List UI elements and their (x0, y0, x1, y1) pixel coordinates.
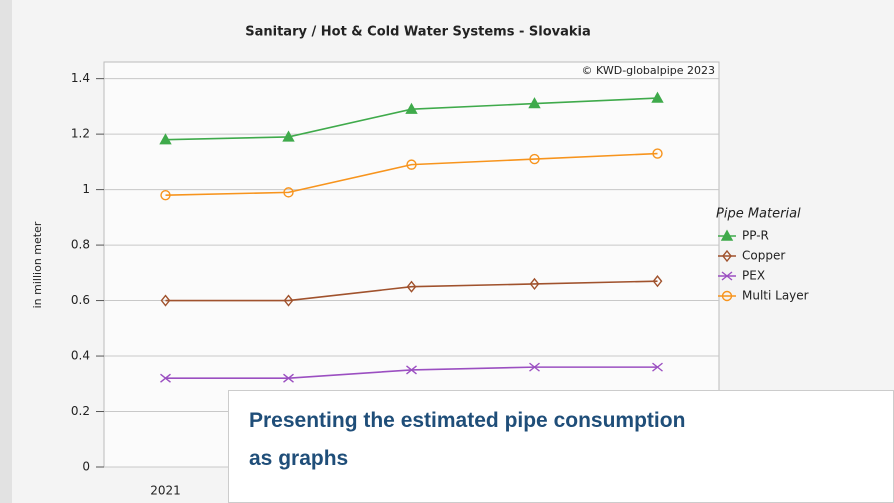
y-tick-label: 1 (82, 182, 90, 196)
y-tick-label: 0.4 (71, 349, 90, 363)
data-point (160, 373, 171, 383)
data-point (160, 189, 171, 201)
y-tick-label: 0 (82, 460, 90, 474)
data-point (529, 153, 540, 165)
data-point (282, 130, 295, 142)
caption-line: Presenting the estimated pipe consumptio… (249, 409, 686, 432)
data-point (529, 362, 540, 372)
caption-box: Presenting the estimated pipe consumptio… (228, 390, 894, 503)
data-point (406, 280, 417, 293)
chart-title: Sanitary / Hot & Cold Water Systems - Sl… (245, 25, 591, 40)
y-tick-label: 1.2 (71, 127, 90, 141)
data-point (283, 373, 294, 383)
side-window (0, 0, 12, 503)
data-point (652, 362, 663, 372)
legend-title: Pipe Material (716, 207, 801, 222)
data-point (652, 148, 663, 159)
series-line (165, 280, 658, 302)
legend-marker (721, 290, 733, 302)
data-point (160, 294, 171, 307)
series-line (165, 152, 658, 196)
legend-label: Multi Layer (742, 289, 809, 303)
legend-label: PP-R (742, 229, 769, 243)
caption-line: as graphs (249, 447, 349, 470)
x-tick-label: 2021 (150, 484, 181, 498)
legend-marker (721, 271, 733, 281)
data-point (652, 275, 663, 288)
data-point (283, 294, 294, 307)
data-point (159, 133, 172, 145)
legend-marker (720, 229, 734, 241)
y-tick-label: 0.8 (71, 238, 90, 252)
y-tick-label: 0.6 (71, 293, 90, 307)
data-point (406, 159, 417, 170)
legend-label: PEX (742, 269, 765, 283)
data-point (651, 91, 664, 103)
copyright: © KWD-globalpipe 2023 (582, 64, 715, 77)
y-axis-label: in million meter (31, 221, 44, 308)
data-point (405, 102, 418, 114)
data-point (529, 277, 540, 291)
y-tick-label: 1.4 (71, 71, 90, 85)
y-tick-label: 0.2 (71, 404, 90, 418)
data-point (283, 187, 294, 198)
legend-label: Copper (742, 249, 785, 263)
data-point (528, 97, 541, 109)
legend-marker (722, 249, 732, 263)
data-point (406, 365, 417, 375)
